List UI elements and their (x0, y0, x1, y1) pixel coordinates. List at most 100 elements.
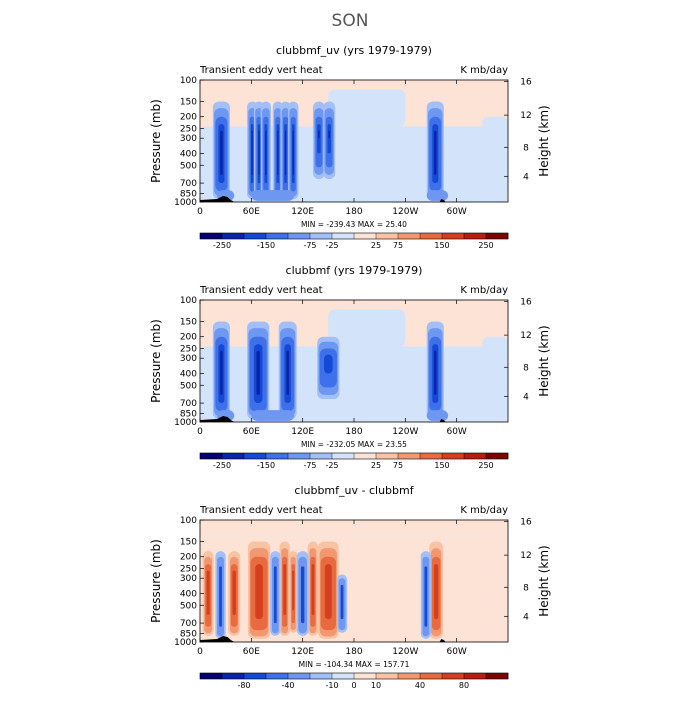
contour-cell (482, 336, 508, 422)
contour-cell (251, 190, 295, 201)
colorbar-label: -75 (303, 461, 316, 470)
colorbar-swatch (376, 673, 399, 679)
colorbar-label: -250 (213, 241, 231, 250)
pressure-tick-label: 500 (180, 161, 197, 171)
colorbar-swatch (310, 673, 333, 679)
colorbar-label: -250 (213, 461, 231, 470)
colorbar-swatch (376, 453, 399, 459)
pressure-tick-label: 1000 (174, 638, 197, 648)
contour-cell (328, 309, 406, 347)
lon-tick-label: 60W (446, 427, 466, 437)
left-string: Transient eddy vert heat (199, 65, 323, 76)
pressure-tick-label: 1000 (174, 418, 197, 428)
colorbar-swatch (200, 673, 223, 679)
min-max-stats: MIN = -104.34 MAX = 157.71 (299, 660, 410, 669)
contour-cell (256, 350, 260, 395)
contour-cell (424, 566, 428, 627)
pressure-tick-label: 300 (180, 134, 197, 144)
pressure-tick-label: 200 (180, 113, 197, 123)
pressure-tick-label: 1000 (174, 198, 197, 208)
lon-tick-label: 120E (291, 427, 314, 437)
topography-mask (200, 416, 235, 422)
colorbar-swatch (332, 673, 355, 679)
colorbar: -80 -40 -10 0 10 40 80 (199, 672, 509, 690)
colorbar-swatch (442, 673, 465, 679)
height-tick-label: 16 (520, 78, 532, 88)
colorbar-swatch (420, 233, 443, 239)
colorbar-swatch (486, 233, 509, 239)
lon-tick-label: 60W (446, 207, 466, 217)
contour-cell (324, 564, 332, 620)
lon-tick-label: 180 (345, 647, 362, 657)
pressure-tick-label: 100 (180, 76, 197, 86)
season-title: SON (332, 11, 369, 31)
contour-cell (251, 130, 253, 175)
topography-mask (439, 639, 446, 642)
contour-cell (328, 130, 330, 139)
pressure-tick-label: 700 (180, 619, 197, 629)
contour-cell (283, 564, 287, 615)
colorbar-label: 0 (351, 681, 356, 690)
contour-cell (482, 116, 508, 202)
contour-cell (251, 410, 295, 421)
lon-tick-label: 60E (243, 427, 260, 437)
panel-2: clubbmf (yrs 1979-1979) Transient eddy v… (149, 264, 551, 470)
colorbar-label: -25 (325, 241, 338, 250)
heatmap-field (200, 309, 508, 422)
contour-cell (318, 130, 320, 139)
colorbar-swatch (222, 453, 245, 459)
lon-tick-label: 60E (243, 207, 260, 217)
colorbar-label: 75 (393, 461, 403, 470)
lon-tick-label: 120W (392, 647, 418, 657)
colorbar-swatch (288, 233, 311, 239)
colorbar: -250 -150 -75 -25 25 75 150 250 (199, 232, 509, 250)
colorbar-swatch (244, 673, 267, 679)
lon-tick-label: 60W (446, 647, 466, 657)
panel-3: clubbmf_uv - clubbmf Transient eddy vert… (149, 484, 551, 690)
colorbar-swatch (420, 453, 443, 459)
pressure-tick-label: 850 (180, 409, 197, 419)
pressure-tick-label: 250 (180, 565, 197, 575)
height-tick-label: 12 (520, 551, 531, 561)
heatmap-field (200, 533, 508, 642)
pressure-tick-label: 300 (180, 354, 197, 364)
contour-cell (328, 89, 406, 127)
colorbar-label: 75 (393, 241, 403, 250)
height-tick-label: 12 (520, 331, 531, 341)
colorbar-swatch (420, 673, 443, 679)
colorbar: -250 -150 -75 -25 25 75 150 250 (199, 452, 509, 470)
colorbar-swatch (244, 453, 267, 459)
lon-tick-label: 120W (392, 427, 418, 437)
topography-mask (200, 196, 235, 202)
lon-tick-label: 60E (243, 647, 260, 657)
colorbar-label: 25 (371, 461, 381, 470)
colorbar-swatch (398, 453, 421, 459)
colorbar-swatch (398, 673, 421, 679)
colorbar-swatch (200, 453, 223, 459)
left-string: Transient eddy vert heat (199, 505, 323, 516)
colorbar-swatch (354, 673, 377, 679)
colorbar-swatch (354, 233, 377, 239)
colorbar-swatch (486, 673, 509, 679)
colorbar-swatch (200, 233, 223, 239)
colorbar-label: -75 (303, 241, 316, 250)
colorbar-swatch (354, 453, 377, 459)
lon-tick-label: 0 (197, 427, 203, 437)
colorbar-swatch (222, 673, 245, 679)
colorbar-swatch (288, 453, 311, 459)
pressure-tick-label: 200 (180, 553, 197, 563)
contour-cell (317, 124, 321, 154)
topography-mask (439, 199, 446, 202)
colorbar-frame (199, 672, 509, 680)
right-axis-label: Height (km) (537, 105, 551, 176)
colorbar-label: -40 (281, 681, 294, 690)
colorbar-swatch (288, 673, 311, 679)
units-label: K mb/day (460, 65, 508, 76)
pressure-tick-label: 500 (180, 381, 197, 391)
colorbar-swatch (266, 453, 289, 459)
panel-1: clubbmf_uv (yrs 1979-1979) Transient edd… (149, 44, 551, 250)
